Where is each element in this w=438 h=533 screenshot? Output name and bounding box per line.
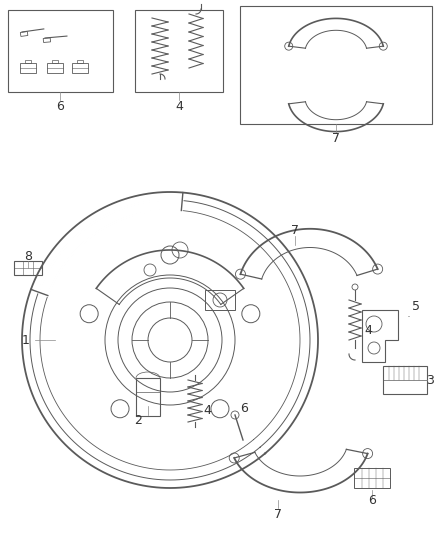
Text: 6: 6 [368, 494, 376, 506]
Text: 5: 5 [412, 300, 420, 312]
Bar [43, 38, 50, 43]
Text: 1: 1 [22, 334, 30, 346]
Text: 4: 4 [175, 100, 183, 112]
Bar [240, 6, 432, 124]
Bar [8, 10, 113, 92]
Text: 8: 8 [24, 249, 32, 262]
Bar [72, 63, 88, 73]
Bar [135, 10, 223, 92]
Bar [52, 60, 58, 63]
Text: 2: 2 [134, 414, 142, 426]
Bar [136, 378, 160, 416]
Bar [25, 60, 31, 63]
Text: 7: 7 [332, 133, 340, 146]
Bar [20, 31, 28, 36]
Text: 6: 6 [240, 401, 248, 415]
Bar [383, 366, 427, 394]
Bar [47, 63, 63, 73]
Bar [354, 468, 390, 488]
Bar [205, 290, 235, 310]
Bar [14, 261, 42, 275]
Text: 7: 7 [291, 224, 299, 238]
Bar [77, 60, 83, 63]
Text: 7: 7 [274, 507, 282, 521]
Text: 6: 6 [56, 100, 64, 112]
Bar [20, 63, 36, 73]
Text: 4: 4 [364, 324, 372, 336]
Text: 3: 3 [426, 374, 434, 386]
Text: 4: 4 [203, 403, 211, 416]
Wedge shape [26, 187, 184, 340]
